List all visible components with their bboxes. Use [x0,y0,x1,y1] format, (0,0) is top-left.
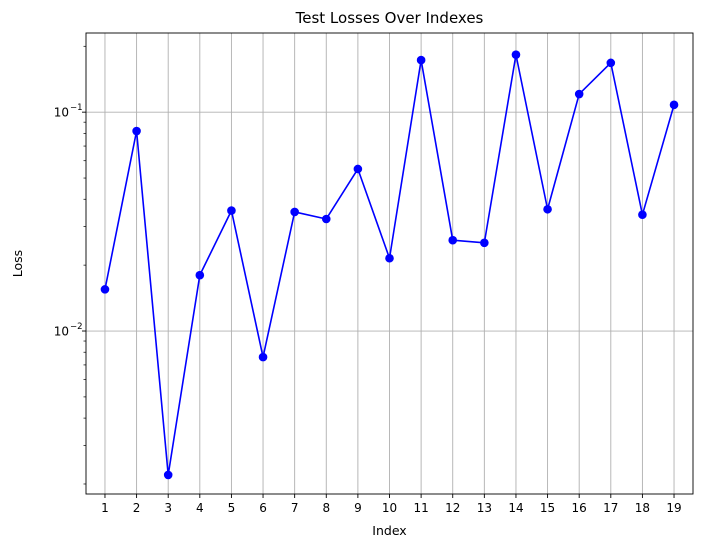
grid [86,33,693,494]
data-point [480,238,489,248]
data-point [511,50,521,60]
y-tick-label: 10 [54,106,69,120]
y-tick-label: 10 [54,325,69,339]
x-axis-label: Index [372,523,406,538]
x-tick-label: 4 [196,501,204,515]
data-point [321,214,331,224]
data-point [132,126,141,136]
x-tick-label: 8 [322,501,330,515]
x-tick-label: 16 [572,501,587,515]
data-point [385,253,394,263]
x-axis-ticks: 1 2 3 4 5 6 7 8 9 10 11 12 13 14 15 16 17 18 19 [101,494,682,515]
x-tick-label: 18 [635,501,650,515]
y-tick-exponent: −2 [70,322,83,332]
data-point [290,207,299,217]
x-tick-label: 14 [508,501,523,515]
x-tick-label: 6 [259,501,267,515]
y-tick-exponent: −1 [70,103,83,113]
data-point [448,235,458,245]
data-point [638,210,647,220]
x-tick-label: 11 [413,501,428,515]
y-axis-ticks: 10−210−1 [54,103,86,339]
data-point [669,100,679,110]
x-tick-label: 3 [164,501,172,515]
data-points [100,50,679,480]
data-point [195,270,205,280]
x-tick-label: 19 [666,501,681,515]
data-point [163,470,173,480]
x-tick-label: 7 [291,501,299,515]
data-point [100,285,110,294]
data-point [353,164,363,174]
x-tick-label: 10 [382,501,397,515]
chart-title: Test Losses Over Indexes [295,9,484,27]
data-point [543,204,552,214]
x-tick-label: 15 [540,501,555,515]
x-tick-label: 12 [445,501,460,515]
x-tick-label: 13 [477,501,492,515]
x-tick-label: 9 [354,501,362,515]
data-point [227,206,236,215]
data-point [574,89,584,99]
data-point [258,352,268,362]
x-tick-label: 2 [133,501,141,515]
data-point [606,58,616,68]
x-tick-label: 17 [603,501,618,515]
data-point [416,55,426,65]
x-tick-label: 1 [101,501,109,515]
y-axis-label: Loss [10,250,25,277]
x-tick-label: 5 [228,501,236,515]
